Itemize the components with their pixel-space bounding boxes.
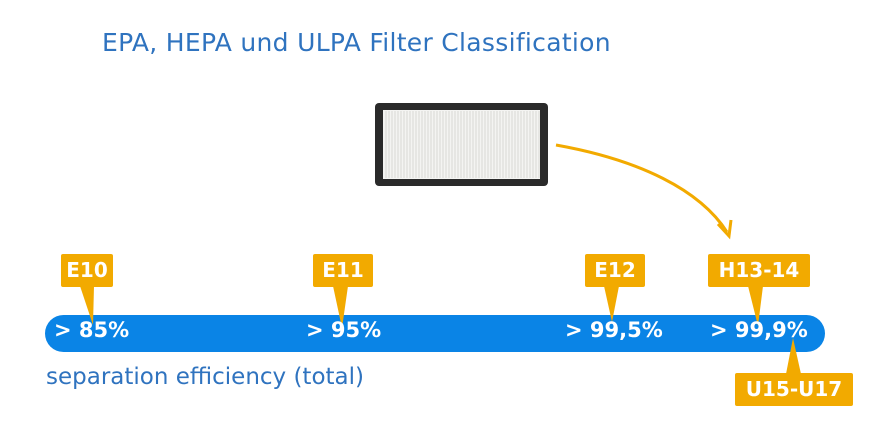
curved-arrow xyxy=(555,143,729,233)
tag-u15-u17: U15-U17 xyxy=(735,373,853,406)
efficiency-e10: > 85% xyxy=(54,318,130,342)
efficiency-bar xyxy=(45,315,825,352)
axis-caption: separation efficiency (total) xyxy=(46,364,365,390)
pointer-e12 xyxy=(604,286,619,322)
hepa-filter-image xyxy=(375,103,548,186)
tag-h13-14: H13-14 xyxy=(708,254,810,287)
efficiency-e12: > 99,5% xyxy=(565,318,663,342)
diagram-title: EPA, HEPA und ULPA Filter Classification xyxy=(102,28,611,57)
efficiency-h13: > 99,9% xyxy=(710,318,808,342)
tag-e10: E10 xyxy=(61,254,113,287)
tag-e11: E11 xyxy=(313,254,373,287)
tag-e12: E12 xyxy=(585,254,645,287)
pointer-e11 xyxy=(333,286,348,328)
arrow-head xyxy=(716,219,733,240)
pointer-e10 xyxy=(80,286,94,325)
efficiency-e11: > 95% xyxy=(306,318,382,342)
pointer-u15 xyxy=(786,338,801,374)
pointer-h13 xyxy=(748,286,763,326)
